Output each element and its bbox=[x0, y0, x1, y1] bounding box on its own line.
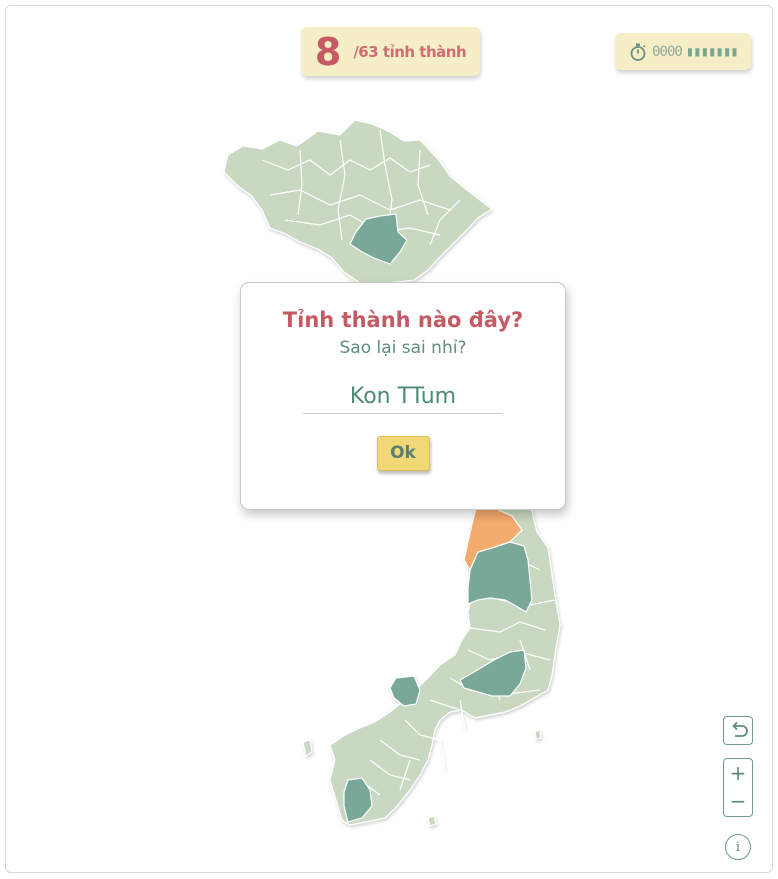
province-found-central[interactable] bbox=[467, 541, 533, 613]
score-count: 8 bbox=[314, 29, 342, 74]
province-found-camau[interactable] bbox=[343, 777, 373, 823]
dialog-subtitle: Sao lại sai nhỉ? bbox=[339, 338, 467, 358]
province-answer-input[interactable] bbox=[303, 379, 503, 414]
undo-button[interactable] bbox=[723, 716, 753, 745]
score-total-label: /63 tỉnh thành bbox=[353, 42, 467, 61]
timer-lit-digits: ▮▮▮▮▮▮▮ bbox=[685, 43, 739, 60]
timer-dim-digits: 0000 bbox=[652, 43, 683, 60]
zoom-in-button[interactable]: + bbox=[729, 761, 747, 785]
dialog-title: Tỉnh thành nào đây? bbox=[282, 308, 524, 332]
guess-dialog: Tỉnh thành nào đây? Sao lại sai nhỉ? Ok bbox=[240, 282, 566, 510]
province-found-west[interactable] bbox=[389, 675, 421, 707]
zoom-control: + − bbox=[723, 758, 753, 817]
score-badge: 8 /63 tỉnh thành bbox=[301, 27, 480, 76]
ok-button[interactable]: Ok bbox=[376, 436, 430, 471]
stopwatch-icon bbox=[630, 43, 646, 61]
timer-badge: 0000 ▮▮▮▮▮▮▮ bbox=[615, 33, 751, 70]
undo-icon bbox=[732, 721, 748, 737]
info-button[interactable]: i bbox=[725, 834, 751, 860]
province-north[interactable] bbox=[223, 119, 494, 284]
province-found-south[interactable] bbox=[459, 649, 527, 697]
zoom-out-button[interactable]: − bbox=[729, 789, 747, 813]
province-found-north[interactable] bbox=[349, 213, 408, 265]
